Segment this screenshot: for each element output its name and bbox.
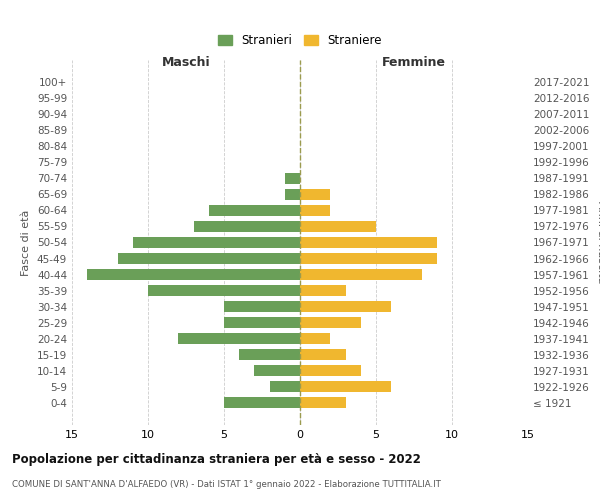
Bar bbox=[224, 397, 300, 408]
Bar bbox=[209, 205, 300, 216]
Bar bbox=[194, 221, 300, 232]
Bar bbox=[300, 221, 376, 232]
Y-axis label: Anni di nascita: Anni di nascita bbox=[596, 201, 600, 284]
Bar bbox=[300, 365, 361, 376]
Bar bbox=[133, 237, 300, 248]
Bar bbox=[300, 301, 391, 312]
Bar bbox=[300, 269, 422, 280]
Bar bbox=[300, 317, 361, 328]
Bar bbox=[87, 269, 300, 280]
Text: Maschi: Maschi bbox=[161, 56, 211, 70]
Bar bbox=[285, 189, 300, 200]
Bar bbox=[300, 397, 346, 408]
Bar bbox=[300, 189, 331, 200]
Bar bbox=[178, 333, 300, 344]
Bar bbox=[300, 253, 437, 264]
Bar bbox=[300, 237, 437, 248]
Bar bbox=[300, 285, 346, 296]
Bar bbox=[269, 381, 300, 392]
Bar bbox=[148, 285, 300, 296]
Bar bbox=[224, 317, 300, 328]
Bar bbox=[118, 253, 300, 264]
Bar bbox=[300, 333, 331, 344]
Bar bbox=[224, 301, 300, 312]
Legend: Stranieri, Straniere: Stranieri, Straniere bbox=[213, 30, 387, 52]
Bar bbox=[239, 349, 300, 360]
Bar bbox=[300, 349, 346, 360]
Y-axis label: Fasce di età: Fasce di età bbox=[22, 210, 31, 276]
Bar bbox=[285, 173, 300, 184]
Text: Popolazione per cittadinanza straniera per età e sesso - 2022: Popolazione per cittadinanza straniera p… bbox=[12, 452, 421, 466]
Bar bbox=[254, 365, 300, 376]
Bar bbox=[300, 381, 391, 392]
Text: Femmine: Femmine bbox=[382, 56, 446, 70]
Bar bbox=[300, 205, 331, 216]
Text: COMUNE DI SANT'ANNA D'ALFAEDO (VR) - Dati ISTAT 1° gennaio 2022 - Elaborazione T: COMUNE DI SANT'ANNA D'ALFAEDO (VR) - Dat… bbox=[12, 480, 441, 489]
